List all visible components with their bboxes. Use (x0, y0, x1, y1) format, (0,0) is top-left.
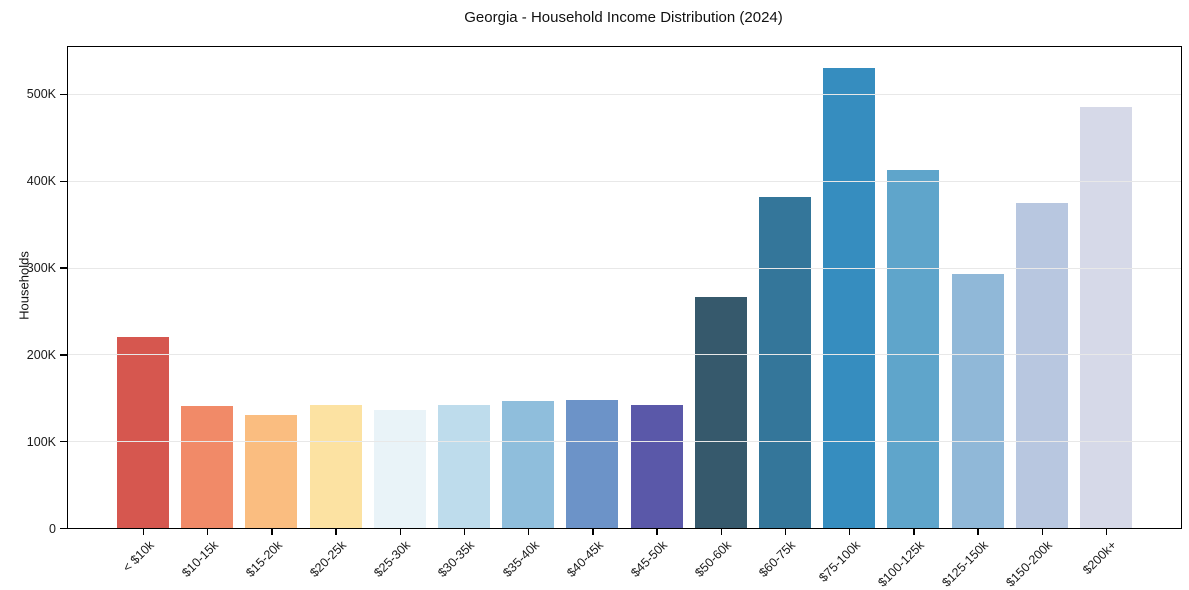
bar-$25-30k (373, 409, 426, 528)
x-tick-label: $35-40k (499, 538, 542, 580)
bar-$10-15k (181, 406, 234, 528)
x-tick-mark (720, 528, 722, 535)
x-tick-label: $45-50k (628, 538, 670, 580)
x-tick-label: $50-60k (692, 538, 735, 580)
bar-< $10k (117, 337, 169, 528)
x-tick-mark (849, 528, 851, 535)
plot-area (67, 46, 1182, 529)
x-tick-mark (784, 528, 787, 535)
bar-$30-35k (438, 404, 490, 528)
y-tick-mark (60, 527, 67, 530)
gridline (68, 267, 1181, 269)
x-tick-label: $150-200k (1003, 538, 1056, 590)
x-tick-label: $60-75k (756, 538, 799, 580)
x-tick-mark (592, 528, 594, 535)
y-tick-label: 300K (26, 261, 56, 276)
x-tick-mark (399, 528, 401, 535)
bar-$15-20k (245, 415, 298, 528)
bar-$75-100k (823, 67, 876, 528)
gridline (68, 354, 1181, 356)
y-tick-mark (60, 440, 67, 443)
bar-$150-200k (1015, 203, 1068, 528)
x-tick-label: $40-45k (563, 538, 606, 580)
x-tick-label: $25-30k (371, 538, 414, 580)
x-tick-label: $10-15k (178, 538, 221, 580)
x-tick-label: $30-35k (435, 538, 478, 580)
x-tick-mark (1105, 528, 1108, 535)
x-tick-mark (335, 528, 337, 535)
bar-$35-40k (502, 401, 555, 528)
x-tick-mark (1041, 528, 1043, 535)
x-tick-mark (528, 528, 530, 535)
x-tick-label: < $10k (119, 538, 157, 575)
gridline (68, 180, 1181, 182)
x-tick-mark (207, 528, 209, 535)
y-tick-label: 500K (26, 87, 56, 102)
y-tick-label: 0 (49, 521, 56, 536)
chart-title: Georgia - Household Income Distribution … (464, 9, 783, 26)
bar-$40-45k (566, 400, 619, 528)
x-tick-mark (913, 528, 915, 535)
bar-$125-150k (951, 273, 1004, 528)
y-axis-label: Households (16, 251, 32, 320)
bar-$100-125k (887, 170, 940, 528)
x-tick-label: $15-20k (242, 538, 285, 580)
bar-$20-25k (309, 404, 362, 528)
x-tick-mark (142, 528, 145, 535)
x-tick-mark (977, 528, 979, 535)
x-tick-label: $20-25k (307, 538, 349, 580)
x-tick-label: $125-150k (939, 538, 991, 590)
y-tick-mark (60, 180, 67, 182)
y-tick-mark (60, 93, 67, 96)
x-tick-label: $200k+ (1080, 538, 1120, 578)
x-tick-mark (463, 528, 466, 535)
gridline (68, 93, 1181, 95)
x-tick-mark (271, 528, 273, 535)
x-tick-label: $100-125k (875, 538, 927, 590)
y-tick-label: 100K (26, 434, 56, 449)
x-tick-label: $75-100k (815, 538, 863, 585)
y-tick-label: 200K (26, 347, 56, 362)
bar-$50-60k (694, 297, 747, 528)
bar-$200k+ (1080, 106, 1132, 528)
bar-$45-50k (630, 404, 683, 528)
bar-$60-75k (759, 197, 811, 528)
gridline (68, 441, 1181, 443)
y-tick-mark (60, 354, 67, 356)
y-tick-mark (60, 267, 67, 269)
x-tick-mark (656, 528, 658, 535)
y-tick-label: 400K (26, 174, 56, 189)
